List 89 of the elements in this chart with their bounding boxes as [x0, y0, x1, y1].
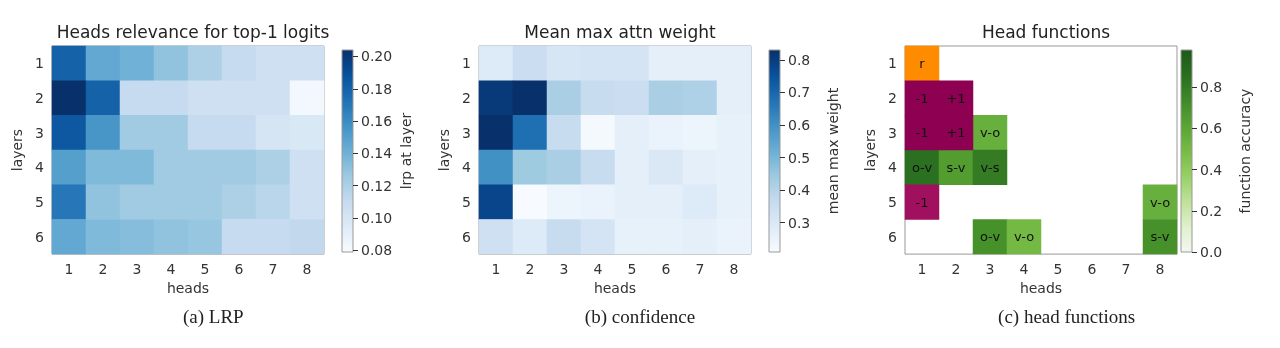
- text: +1: [946, 125, 966, 141]
- y-tick-label: 6: [888, 228, 898, 245]
- color-bar-label: 0.3: [787, 214, 810, 231]
- x-axis-title: heads: [1020, 280, 1063, 296]
- color-bar-label: 0.0: [1200, 244, 1223, 260]
- y-tick-label: 5: [888, 194, 898, 211]
- y-tick-label: 1: [461, 55, 471, 72]
- x-tick-label: 7: [1121, 261, 1131, 278]
- color-bar-label: 0.2: [1200, 202, 1223, 219]
- x-tick-label: 4: [166, 261, 176, 278]
- x-tick-label: 5: [1053, 261, 1063, 278]
- color-bar-label: 0.10: [361, 210, 393, 227]
- text: r: [919, 55, 926, 71]
- data-label: o-v: [980, 229, 1001, 245]
- color-bar-label: 0.5: [787, 149, 810, 166]
- y-tick-label: 2: [888, 90, 898, 107]
- color-bar-label: 0.14: [361, 145, 393, 162]
- x-tick-label: 5: [627, 261, 637, 278]
- y-axis-title: layers: [862, 128, 879, 172]
- color-bar-label: 0.8: [1200, 79, 1223, 96]
- x-tick-label: 3: [132, 261, 142, 278]
- color-bar-label: 0.4: [1200, 161, 1223, 178]
- color-bar-label: 0.6: [787, 116, 811, 133]
- y-tick-label: 3: [888, 124, 898, 141]
- x-tick-label: 4: [593, 261, 603, 278]
- data-label: s-v: [946, 159, 967, 175]
- y-tick-label: 6: [35, 228, 45, 245]
- color-bar-title: mean max weight: [824, 87, 841, 215]
- x-tick-label: 3: [985, 261, 995, 278]
- x-tick-label: 4: [1019, 261, 1029, 278]
- x-tick-label: 2: [525, 261, 535, 278]
- data-label: s-v: [1150, 229, 1171, 245]
- chart-title: Mean max attn weight: [523, 21, 716, 42]
- x-tick-label: 6: [234, 261, 244, 278]
- color-bar-label: 0.4: [787, 182, 811, 199]
- text: +1: [946, 90, 966, 106]
- data-label: v-o: [1150, 194, 1171, 210]
- color-bar-label: 0.16: [361, 113, 393, 130]
- color-bar-label: 0.20: [361, 48, 393, 65]
- data-label: v-s: [980, 159, 1000, 175]
- x-tick-label: 2: [951, 261, 961, 278]
- color-bar-title: function accuracy: [1237, 88, 1254, 214]
- y-tick-label: 4: [888, 159, 898, 176]
- color-bar-label: 0.18: [361, 80, 393, 97]
- x-tick-label: 1: [491, 261, 501, 278]
- x-tick-label: 8: [1155, 261, 1165, 278]
- x-tick-label: 6: [1087, 261, 1097, 278]
- y-tick-label: 5: [461, 194, 471, 211]
- x-tick-label: 8: [302, 261, 312, 278]
- color-bar-title: lrp at layer: [398, 112, 414, 190]
- y-tick-label: 3: [461, 124, 471, 141]
- y-tick-label: 4: [35, 159, 45, 176]
- text: (a) LRP: [182, 306, 245, 328]
- data-label: o-v: [912, 159, 933, 175]
- color-bar-label: 0.12: [361, 177, 393, 194]
- chart-title: Head functions: [982, 21, 1111, 42]
- y-tick-label: 2: [461, 90, 471, 107]
- text: -1: [915, 125, 929, 141]
- chart-title: Heads relevance for top-1 logits: [56, 21, 330, 42]
- text: (b) confidence: [583, 306, 697, 328]
- x-tick-label: 7: [695, 261, 705, 278]
- x-tick-label: 2: [98, 261, 108, 278]
- x-tick-label: 1: [917, 261, 927, 278]
- x-tick-label: 3: [559, 261, 569, 278]
- color-bar-label: 0.7: [787, 84, 810, 101]
- color-bar-label: 0.08: [361, 242, 393, 259]
- data-label: v-o: [1014, 229, 1035, 245]
- y-tick-label: 1: [888, 55, 898, 72]
- y-axis-title: layers: [9, 128, 26, 172]
- x-axis-title: heads: [593, 280, 636, 296]
- x-tick-label: 5: [200, 261, 210, 278]
- x-tick-label: 1: [64, 261, 74, 278]
- x-tick-label: 8: [729, 261, 739, 278]
- y-tick-label: 3: [35, 124, 44, 141]
- y-axis-title: layers: [435, 128, 452, 172]
- text: (c) head functions: [997, 306, 1137, 328]
- y-tick-label: 6: [461, 228, 471, 245]
- color-bar-label: 0.6: [1200, 120, 1223, 137]
- y-tick-label: 2: [35, 90, 44, 107]
- y-tick-label: 4: [461, 159, 471, 176]
- y-tick-label: 1: [35, 55, 44, 72]
- x-tick-label: 7: [268, 261, 278, 278]
- text: -1: [915, 90, 929, 106]
- color-bar-label: 0.8: [787, 51, 810, 68]
- x-axis-title: heads: [166, 280, 210, 296]
- text: -1: [915, 194, 929, 210]
- x-tick-label: 6: [661, 261, 671, 278]
- data-label: v-o: [980, 125, 1001, 141]
- y-tick-label: 5: [35, 194, 44, 211]
